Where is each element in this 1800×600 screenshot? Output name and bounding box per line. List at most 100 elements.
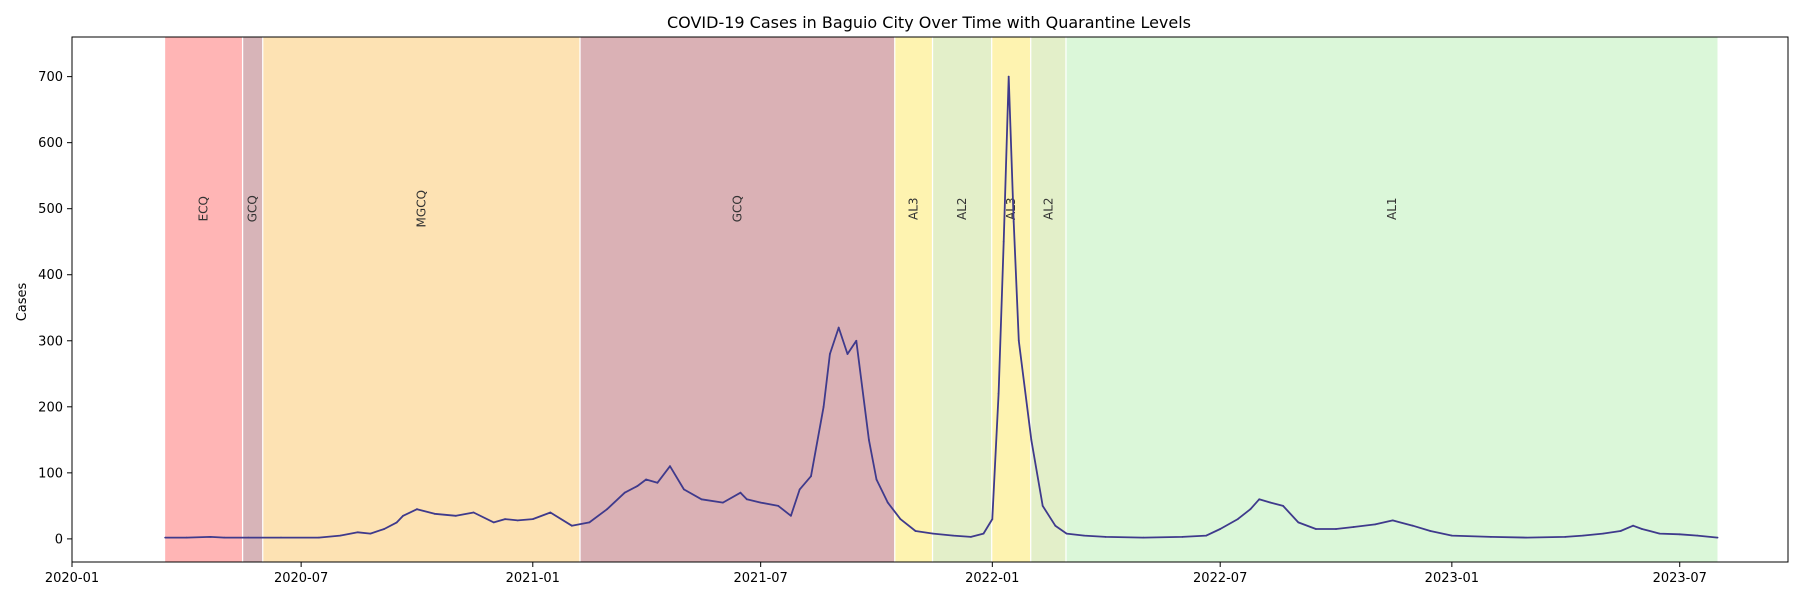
cases-data-point [504,518,506,520]
quarantine-bands [165,37,1718,562]
cases-data-point [1564,536,1567,538]
cases-data-point [1269,501,1272,504]
cases-data-point [1002,240,1005,243]
cases-data-point [223,536,226,539]
cases-data-point [1619,530,1622,532]
cases-data-point [1716,536,1719,539]
cases-data-point [829,353,831,355]
cases-data-point [317,536,320,539]
quarantine-band-label: AL2 [955,197,969,220]
cases-data-point [1391,519,1394,522]
cases-data-point [745,498,748,501]
cases-data-point [982,532,985,535]
cases-data-point [1297,521,1300,524]
x-tick-label: 2023-01 [1425,571,1479,586]
quarantine-band-label: MGCQ [414,190,428,227]
cases-data-point [339,534,342,537]
y-axis: 0 100 200 300 400 500 600 700 [38,70,72,547]
cases-data-point [1429,530,1432,532]
cases-data-point [549,511,552,514]
cases-data-point [1451,534,1453,537]
y-tick-label: 300 [38,334,63,349]
cases-data-point [1678,533,1681,536]
cases-data-point [837,326,840,329]
cases-data-point [855,339,858,342]
cases-data-point [1282,505,1284,507]
quarantine-band-label: AL1 [1385,197,1399,220]
cases-data-point [433,512,436,515]
plot-frame [71,36,1789,563]
cases-data-point [777,505,780,507]
cases-data-point [1041,505,1044,507]
quarantine-band-al1 [1066,37,1718,562]
cases-data-point [416,508,418,511]
cases-data-point [822,405,825,408]
y-tick-label: 400 [38,268,63,283]
cases-data-point [914,530,917,532]
cases-data-point [492,521,495,524]
cases-data-point [1696,534,1699,537]
x-tick-label: 2022-07 [1193,571,1247,586]
cases-data-point [356,531,359,534]
cases-data-point [606,508,608,511]
quarantine-band-al3 [992,37,1031,562]
cases-data-point [700,498,703,501]
cases-data-point [886,501,889,504]
cases-data-point [932,532,934,535]
cases-data-point [1030,438,1033,441]
cases-data-point [280,536,282,539]
cases-data-point [623,491,626,494]
cases-data-point [369,532,372,535]
y-axis-label: Cases [15,282,30,321]
cases-data-point [899,518,902,520]
cases-data-point [868,438,870,441]
quarantine-band-label: GCQ [730,195,744,222]
cases-data-point [1012,221,1015,223]
cases-data-point [1581,534,1584,537]
chart-title: COVID-19 Cases in Baguio City Over Time … [667,13,1191,32]
cases-data-point [1490,536,1492,538]
cases-data-point [588,521,591,524]
quarantine-band-al2 [1031,37,1066,562]
cases-data-point [531,518,534,520]
cases-data-point [1374,523,1376,526]
cases-data-point [1335,528,1337,530]
quarantine-band-gcq [243,37,263,562]
y-tick-label: 500 [38,202,63,217]
cases-data-point [1219,528,1222,530]
x-tick-label: 2020-07 [274,571,328,586]
cases-data-point [790,514,792,517]
cases-line [165,75,1718,539]
cases-data-point [1249,508,1252,511]
cases-data-point [798,488,801,491]
cases-data-point [570,524,573,527]
cases-data-point [683,488,685,491]
cases-data-point [1236,518,1239,520]
cases-data-point [402,514,404,517]
cases-data-point [997,392,1000,395]
cases-data-point [1054,524,1057,527]
cases-data-point [1525,536,1527,539]
quarantine-band-mgcq [263,37,580,562]
x-tick-label: 2021-07 [734,571,788,586]
cases-data-point [472,511,475,514]
quarantine-band-labels: ECQ GCQ MGCQ GCQ AL3 AL2 AL3 AL2 AL1 [197,190,1399,227]
cases-data-point [810,475,812,478]
cases-data-point [1205,534,1208,537]
cases-data-point [1632,524,1634,527]
y-tick-label: 700 [38,70,63,85]
y-tick-label: 100 [38,466,63,481]
cases-data-point [1142,536,1145,539]
x-tick-label: 2023-07 [1653,571,1707,586]
cases-data-point [759,501,762,504]
cases-data-point [247,536,250,539]
cases-data-point [970,536,972,538]
cases-data-point [739,491,742,494]
cases-data-point [645,478,647,481]
x-axis: 2020-01 2020-07 2021-01 2021-07 2022-01 2022-… [45,562,1707,586]
cases-data-point [455,514,457,517]
quarantine-band-label: AL3 [1004,197,1018,220]
y-tick-label: 0 [55,532,63,547]
cases-data-point [1411,524,1414,527]
